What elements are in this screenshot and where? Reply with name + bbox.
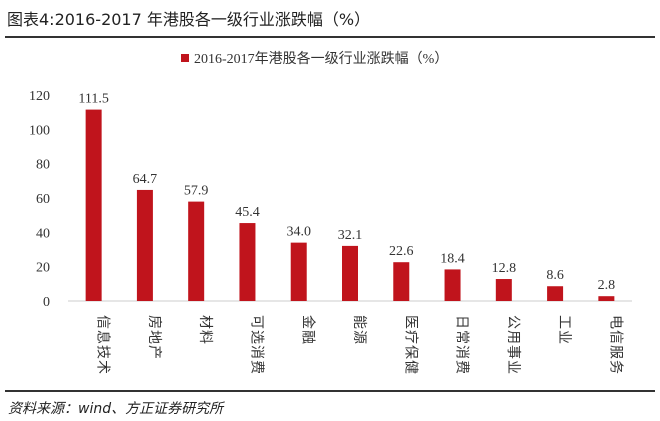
x-tick-char: 医 [402, 315, 417, 329]
x-tick-char: 日 [454, 315, 469, 329]
x-tick-char: 选 [248, 330, 264, 344]
x-tick-char: 术 [95, 360, 111, 374]
y-tick-label: 0 [43, 295, 50, 310]
x-tick-char: 融 [300, 330, 316, 344]
x-tick-char: 信 [95, 315, 111, 329]
y-tick-label: 60 [36, 192, 50, 207]
bar [85, 109, 102, 301]
x-tick-char: 工 [556, 315, 571, 329]
x-tick-char: 能 [351, 315, 367, 329]
x-tick-char: 健 [402, 360, 418, 374]
x-tick-char: 消 [248, 345, 264, 359]
x-tick-char: 业 [556, 330, 572, 344]
x-tick-char: 源 [351, 330, 367, 344]
x-tick-char: 技 [95, 345, 111, 359]
x-tick-char: 事 [505, 345, 521, 359]
data-label: 18.4 [440, 251, 465, 266]
bar [290, 242, 307, 301]
data-label: 57.9 [184, 184, 209, 199]
y-tick-label: 40 [36, 226, 50, 241]
y-tick-label: 20 [36, 261, 50, 276]
bar [393, 262, 410, 301]
x-tick-char: 业 [505, 360, 521, 374]
x-tick-char: 常 [454, 330, 470, 344]
x-tick-char: 地 [146, 330, 162, 344]
x-tick-char: 可 [248, 315, 263, 329]
data-label: 34.0 [286, 225, 311, 240]
x-tick-char: 电 [607, 315, 623, 329]
x-tick-char: 费 [454, 360, 470, 374]
bar [239, 223, 256, 301]
bar [495, 279, 512, 301]
source-note: 资料来源：wind、方正证券研究所 [8, 401, 224, 417]
data-label: 22.6 [389, 244, 414, 259]
bar [598, 296, 615, 301]
data-label: 8.6 [546, 268, 564, 283]
title-rule [5, 36, 655, 38]
x-tick-char: 务 [607, 360, 623, 374]
x-tick-char: 疗 [402, 330, 418, 344]
x-tick-char: 金 [300, 315, 316, 329]
data-label: 2.8 [598, 278, 616, 293]
data-label: 111.5 [78, 92, 108, 107]
footer-rule [5, 390, 655, 392]
data-label: 64.7 [133, 172, 158, 187]
x-tick-char: 信 [607, 330, 623, 344]
bar [188, 201, 205, 301]
bar [342, 245, 358, 301]
x-tick-char: 房 [146, 315, 162, 329]
bar [444, 269, 461, 301]
x-tick-char: 息 [95, 330, 112, 344]
data-label: 32.1 [338, 228, 363, 243]
y-tick-label: 100 [29, 123, 50, 138]
data-label: 12.8 [492, 261, 517, 276]
x-tick-char: 服 [607, 345, 622, 359]
y-tick-label: 80 [36, 158, 50, 173]
bar [136, 189, 153, 301]
data-label: 45.4 [235, 205, 260, 220]
x-tick-char: 费 [248, 360, 264, 374]
x-tick-char: 材 [197, 315, 213, 329]
legend-swatch [181, 54, 189, 62]
figure-title: 图表4:2016-2017 年港股各一级行业涨跌幅（%） [7, 10, 371, 29]
y-tick-label: 120 [29, 89, 50, 104]
bar [547, 286, 564, 301]
x-tick-char: 产 [146, 345, 162, 359]
legend-label: 2016-2017年港股各一级行业涨跌幅（%） [194, 51, 448, 67]
x-tick-char: 公 [505, 315, 520, 329]
x-tick-char: 料 [197, 330, 213, 344]
x-tick-char: 用 [505, 330, 520, 344]
x-tick-char: 保 [402, 345, 418, 359]
x-tick-char: 消 [454, 345, 470, 359]
